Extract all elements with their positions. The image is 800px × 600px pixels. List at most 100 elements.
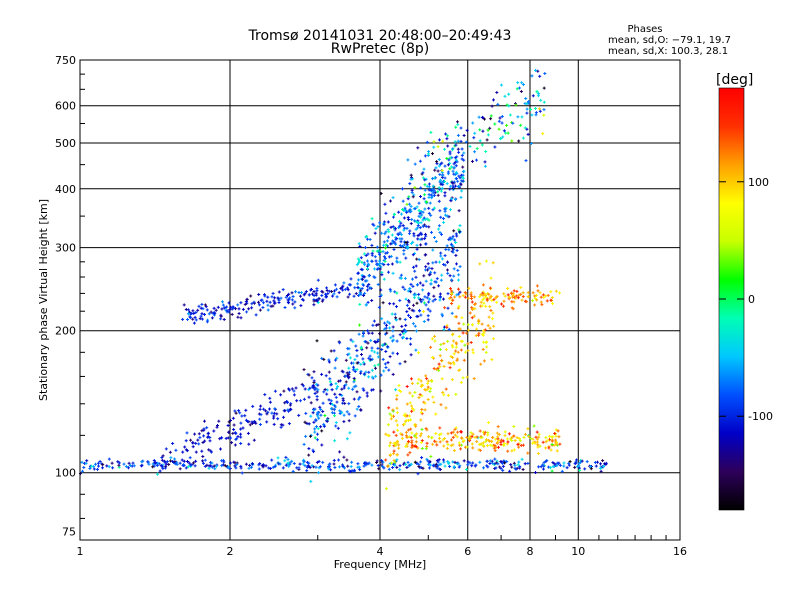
data-point [410, 177, 412, 181]
data-point [452, 435, 454, 439]
data-point [456, 249, 458, 252]
data-point [277, 296, 279, 300]
data-point [453, 247, 455, 251]
data-point [518, 437, 520, 440]
data-point [516, 87, 518, 91]
data-point [441, 359, 443, 362]
data-point [450, 444, 452, 448]
data-point [367, 329, 369, 333]
data-point [519, 439, 521, 443]
data-point [512, 294, 514, 297]
data-point [377, 266, 379, 270]
data-point [440, 215, 442, 219]
data-point [159, 469, 161, 473]
data-point [551, 443, 553, 446]
data-point [307, 372, 309, 376]
data-point [356, 361, 358, 365]
data-point [406, 466, 408, 469]
data-point [454, 295, 456, 299]
data-point [85, 461, 87, 465]
data-point [295, 386, 297, 390]
data-point [439, 231, 441, 234]
data-point [193, 461, 194, 465]
data-point [479, 262, 481, 266]
data-point [442, 391, 444, 394]
data-point [496, 91, 498, 94]
data-point [385, 487, 387, 491]
data-point [524, 432, 526, 436]
data-point [404, 318, 406, 321]
data-point [316, 394, 318, 398]
data-point [425, 177, 427, 181]
data-point [365, 370, 367, 374]
data-point [345, 358, 347, 362]
data-point [554, 438, 556, 442]
data-point [552, 461, 554, 465]
data-point [213, 306, 215, 310]
data-point [423, 197, 425, 201]
data-point [425, 427, 427, 431]
data-point [273, 422, 275, 426]
data-point [293, 389, 295, 393]
data-point [241, 414, 243, 418]
data-point [418, 233, 420, 237]
data-point [420, 186, 422, 190]
data-point [509, 469, 511, 473]
data-point [420, 210, 422, 213]
data-point [389, 412, 391, 416]
data-point [228, 466, 230, 470]
data-point [383, 327, 385, 331]
data-point [432, 395, 434, 399]
data-point [321, 443, 323, 447]
data-point [537, 452, 539, 455]
data-point [468, 286, 470, 290]
data-point [174, 460, 176, 464]
data-point [455, 143, 457, 147]
data-point [440, 343, 442, 347]
data-point [231, 307, 233, 311]
data-point [441, 173, 443, 177]
data-point [342, 370, 344, 374]
data-point [451, 165, 453, 169]
data-point [437, 145, 439, 149]
data-point [358, 294, 360, 297]
data-point [310, 288, 312, 292]
data-point [230, 461, 231, 465]
data-point [351, 460, 353, 464]
data-point [308, 395, 310, 399]
data-point [406, 402, 408, 406]
data-point [331, 388, 333, 392]
data-point [261, 298, 263, 302]
data-point [408, 195, 410, 199]
data-point [469, 311, 471, 315]
data-point [526, 300, 528, 304]
data-point [430, 278, 432, 282]
data-point [351, 469, 353, 473]
data-point [399, 260, 401, 264]
data-point [399, 219, 400, 223]
data-point [415, 264, 417, 268]
data-point [484, 164, 486, 168]
data-point [118, 465, 120, 469]
data-point [482, 430, 484, 434]
data-point [425, 303, 427, 307]
data-point [472, 348, 474, 352]
data-point [289, 461, 291, 465]
data-point [456, 234, 458, 238]
data-point [429, 466, 430, 470]
data-point [405, 462, 407, 466]
data-point [428, 435, 430, 439]
data-point [443, 460, 445, 464]
data-point [467, 296, 469, 300]
data-point [405, 241, 407, 244]
data-point [492, 317, 493, 321]
data-point [557, 429, 559, 433]
data-point [380, 192, 382, 195]
data-point [82, 469, 83, 473]
data-point [490, 114, 492, 118]
data-point [414, 269, 416, 273]
data-point [420, 231, 422, 235]
data-point [424, 295, 426, 299]
data-point [322, 410, 324, 413]
data-point [388, 270, 389, 274]
